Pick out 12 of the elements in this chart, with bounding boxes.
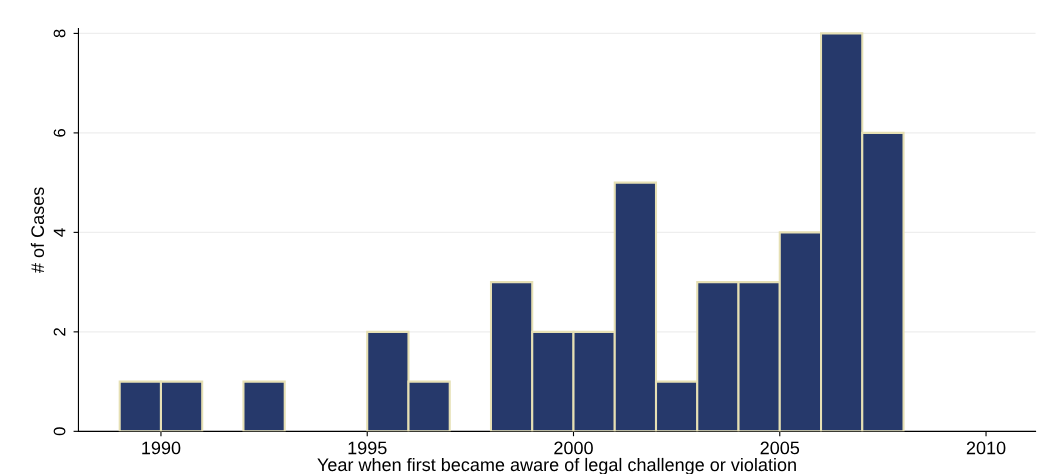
y-tick-label: 0: [53, 427, 66, 436]
y-tick-label: 6: [53, 128, 66, 137]
x-tick-label: 2010: [966, 441, 1006, 455]
x-tick-label: 1995: [348, 441, 387, 455]
x-tick-label: 2000: [554, 441, 593, 455]
x-tick-label: 2005: [760, 441, 800, 455]
y-tick-label: 4: [53, 228, 66, 237]
y-axis-title: # of Cases: [30, 187, 45, 273]
x-axis-title: Year when first became aware of legal challenge or violation: [317, 457, 796, 474]
y-tick-label: 2: [53, 328, 66, 336]
x-tick-label: 1990: [142, 441, 181, 455]
y-tick-label: 8: [53, 29, 66, 38]
